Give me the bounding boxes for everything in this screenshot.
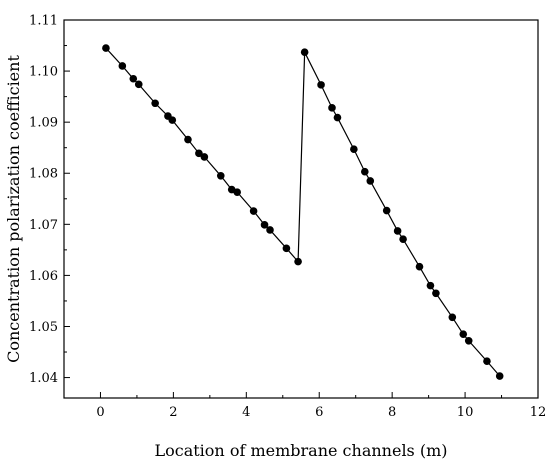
data-point [393,227,402,235]
data-point [495,372,504,380]
plot-area-border [63,19,539,399]
plot-frame [63,19,539,399]
y-tick-label: 1.10 [29,65,58,80]
data-point [118,62,127,70]
x-tick-label: 2 [169,405,177,420]
x-tick-label: 0 [96,405,104,420]
series-line-group [105,47,501,377]
data-point [151,99,159,108]
data-point [300,48,309,56]
data-point [415,262,424,271]
x-tick-label: 6 [315,405,323,420]
data-point [102,44,110,52]
series-points-group [102,44,504,380]
y-tick-label: 1.07 [29,218,58,233]
data-point [459,330,468,338]
data-point [432,289,440,298]
y-tick-label: 1.09 [29,116,58,131]
data-point [333,113,342,122]
data-point [464,336,473,345]
data-point [129,74,138,83]
y-tick-label: 1.04 [29,371,58,386]
x-axis: 0 2 4 6 8 10 12 [63,392,547,420]
data-point [317,81,325,89]
data-point [282,244,291,253]
data-point [361,167,369,176]
x-tick-label: 10 [457,405,474,420]
data-point [399,235,407,243]
data-point [350,145,358,154]
x-axis-title: Location of membrane channels (m) [154,441,447,460]
data-point [448,313,457,322]
series-line [105,47,501,377]
data-point [200,153,209,161]
data-point [328,104,336,112]
y-tick-label: 1.05 [29,320,58,335]
x-tick-label: 12 [530,405,547,420]
data-point [134,80,143,89]
data-point [260,221,269,229]
data-point [382,206,391,215]
x-tick-label: 8 [388,405,396,420]
y-tick-label: 1.11 [29,14,58,29]
y-axis: 1.04 1.05 1.06 1.07 1.08 1.09 1.10 1.11 [29,14,70,386]
data-point [184,135,192,144]
data-point [294,257,302,266]
y-axis-title: Concentration polarization coefficient [4,55,23,363]
data-point [168,116,177,124]
data-point [483,357,491,366]
data-point [233,188,241,196]
data-point [366,177,375,185]
data-point [195,149,203,158]
data-point [249,207,258,215]
data-point [426,281,435,290]
y-tick-label: 1.08 [29,167,58,182]
data-point [266,226,274,234]
x-tick-label: 4 [242,405,250,420]
y-tick-label: 1.06 [29,269,58,284]
data-point [216,171,225,180]
